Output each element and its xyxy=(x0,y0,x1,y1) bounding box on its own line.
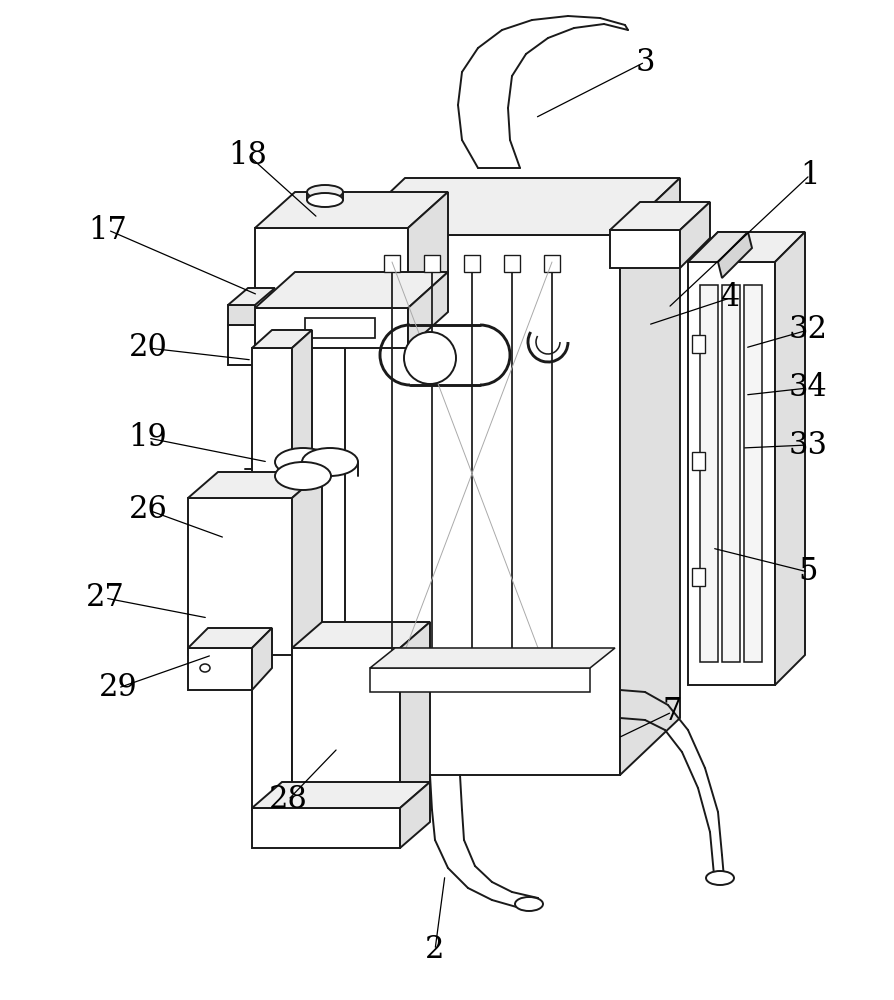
Polygon shape xyxy=(188,498,291,655)
Ellipse shape xyxy=(301,448,358,476)
Polygon shape xyxy=(291,622,429,648)
Ellipse shape xyxy=(274,462,331,490)
Polygon shape xyxy=(291,648,400,810)
Polygon shape xyxy=(463,668,479,685)
Polygon shape xyxy=(774,232,804,685)
Polygon shape xyxy=(400,622,429,810)
Polygon shape xyxy=(620,178,679,775)
Polygon shape xyxy=(424,668,440,685)
Polygon shape xyxy=(228,305,255,325)
Polygon shape xyxy=(699,285,717,662)
Text: 20: 20 xyxy=(129,332,167,363)
Polygon shape xyxy=(400,782,429,848)
Polygon shape xyxy=(252,348,291,510)
Polygon shape xyxy=(188,628,272,648)
Polygon shape xyxy=(305,318,375,338)
Polygon shape xyxy=(255,308,408,348)
Text: 2: 2 xyxy=(425,934,444,965)
Polygon shape xyxy=(679,202,709,268)
Polygon shape xyxy=(717,232,751,278)
Polygon shape xyxy=(369,648,614,668)
Polygon shape xyxy=(228,288,274,305)
Text: 27: 27 xyxy=(86,582,124,613)
Polygon shape xyxy=(691,452,704,470)
Polygon shape xyxy=(384,255,400,272)
Polygon shape xyxy=(369,668,589,692)
Polygon shape xyxy=(291,630,312,810)
Polygon shape xyxy=(255,272,448,308)
Polygon shape xyxy=(503,255,519,272)
Polygon shape xyxy=(743,285,761,662)
Ellipse shape xyxy=(514,897,543,911)
Polygon shape xyxy=(721,285,739,662)
Polygon shape xyxy=(610,202,709,230)
Polygon shape xyxy=(384,668,400,685)
Text: 4: 4 xyxy=(720,282,738,314)
Polygon shape xyxy=(544,668,560,685)
Polygon shape xyxy=(610,230,679,268)
Ellipse shape xyxy=(307,185,342,199)
Polygon shape xyxy=(408,192,448,310)
Polygon shape xyxy=(252,782,429,808)
Polygon shape xyxy=(463,255,479,272)
Polygon shape xyxy=(228,325,255,365)
Polygon shape xyxy=(503,668,519,685)
Polygon shape xyxy=(252,808,400,848)
Polygon shape xyxy=(252,330,312,348)
Ellipse shape xyxy=(307,193,342,207)
Polygon shape xyxy=(687,232,747,262)
Polygon shape xyxy=(424,255,440,272)
Polygon shape xyxy=(291,330,312,510)
Text: 32: 32 xyxy=(788,314,827,346)
Polygon shape xyxy=(344,235,620,775)
Ellipse shape xyxy=(274,448,331,476)
Ellipse shape xyxy=(705,871,733,885)
Text: 19: 19 xyxy=(129,422,167,454)
Polygon shape xyxy=(544,255,560,272)
Text: 28: 28 xyxy=(268,784,308,815)
Text: 29: 29 xyxy=(98,672,137,704)
Text: 1: 1 xyxy=(799,160,819,191)
Text: 26: 26 xyxy=(129,494,167,526)
Text: 5: 5 xyxy=(797,556,817,587)
Polygon shape xyxy=(691,568,704,586)
Text: 34: 34 xyxy=(788,372,826,403)
Polygon shape xyxy=(188,472,322,498)
Polygon shape xyxy=(252,630,312,648)
Text: 17: 17 xyxy=(89,215,127,246)
Ellipse shape xyxy=(403,332,455,384)
Ellipse shape xyxy=(199,664,210,672)
Polygon shape xyxy=(687,232,804,262)
Polygon shape xyxy=(687,262,774,685)
Polygon shape xyxy=(188,648,252,690)
Text: 18: 18 xyxy=(228,140,267,171)
Polygon shape xyxy=(252,628,272,690)
Polygon shape xyxy=(255,228,408,310)
Text: 3: 3 xyxy=(635,47,654,78)
Polygon shape xyxy=(255,192,448,228)
Polygon shape xyxy=(252,648,291,810)
Polygon shape xyxy=(344,178,679,235)
Text: 7: 7 xyxy=(662,696,681,727)
Polygon shape xyxy=(408,272,448,348)
Text: 33: 33 xyxy=(788,430,827,460)
Polygon shape xyxy=(291,472,322,655)
Polygon shape xyxy=(691,335,704,353)
